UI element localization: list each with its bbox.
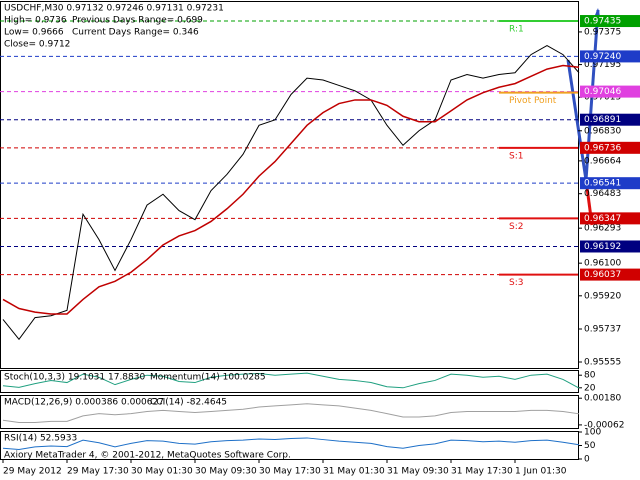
panel-info: Momentum(14) 100.0285 <box>150 373 266 383</box>
panel-title: RSI(14) 52.5933 <box>4 434 77 444</box>
level-label-box <box>580 268 640 281</box>
level-label-box <box>580 240 640 253</box>
level-label: 0.96347 <box>584 214 621 224</box>
header-info: Low= 0.9666 <box>4 28 64 38</box>
header-info: High= 0.9736 <box>4 16 67 26</box>
level-label-box <box>580 177 640 190</box>
x-tick-label: 30 May 01:30 <box>131 467 193 477</box>
y-tick-label: 0.96100 <box>584 259 621 269</box>
header-info: Close= 0.9712 <box>4 40 70 50</box>
y-tick-label: 0.95737 <box>584 325 621 335</box>
level-label-box <box>580 50 640 63</box>
level-label: 0.97435 <box>584 17 621 27</box>
footer: Axiory MetaTrader 4, © 2001-2012, MetaQu… <box>4 451 291 461</box>
y-tick-label: 0.96664 <box>584 156 621 166</box>
level-label: 0.96736 <box>584 143 621 153</box>
level-label: 0.96192 <box>584 242 621 252</box>
level-label: 0.97046 <box>584 87 621 97</box>
pivot-label: S:1 <box>509 151 523 161</box>
x-tick-label: 30 May 17:30 <box>259 467 321 477</box>
x-tick-label: 31 May 09:30 <box>387 467 449 477</box>
series-line <box>2 372 580 389</box>
pivot-label: S:2 <box>509 222 523 232</box>
x-tick-label: 29 May 2012 <box>3 467 62 477</box>
panel-title: Stoch(10,3,3) 19.1031 17.8830 <box>4 373 145 383</box>
x-tick-label: 31 May 17:30 <box>451 467 513 477</box>
y-tick-label: 0.96830 <box>584 126 621 136</box>
y-tick-label: -0.00062 <box>584 420 624 430</box>
pivot-label: Pivot Point <box>509 96 557 106</box>
y-tick-label: 0.97015 <box>584 93 621 103</box>
symbol-header: USDCHF,M30 0.97132 0.97246 0.97131 0.972… <box>4 4 224 14</box>
y-tick-label: 0.96293 <box>584 224 621 234</box>
y-tick-label: 0 <box>584 455 590 465</box>
level-label-box <box>580 212 640 225</box>
level-label: 0.96037 <box>584 270 621 280</box>
y-tick-label: 0.95555 <box>584 358 621 368</box>
y-tick-label: 50 <box>584 441 596 451</box>
x-tick-label: 1 Jun 01:30 <box>515 467 567 477</box>
y-tick-label: 0.97375 <box>584 27 621 37</box>
main-frame <box>0 1 579 369</box>
level-label: 0.96891 <box>584 115 621 125</box>
y-tick-label: 80 <box>584 371 596 381</box>
stoch-frame <box>0 370 579 393</box>
x-tick-label: 30 May 09:30 <box>195 467 257 477</box>
header-info: Current Days Range= 0.346 <box>72 28 199 38</box>
level-label: 0.97240 <box>584 52 621 62</box>
y-tick-label: 0.00180 <box>584 394 621 404</box>
panel-title: MACD(12,26,9) 0.000386 0.000627 <box>4 398 164 408</box>
y-tick-label: 0.95920 <box>584 291 621 301</box>
series-line <box>2 437 580 451</box>
panel-info: CCI(14) -82.4645 <box>150 398 227 408</box>
level-label-box <box>580 141 640 154</box>
y-tick-label: 100 <box>584 428 601 438</box>
series-line <box>2 403 580 423</box>
x-tick-label: 29 May 17:30 <box>67 467 129 477</box>
level-label: 0.96541 <box>584 179 621 189</box>
pivot-label: S:3 <box>509 278 523 288</box>
pivot-label: R:1 <box>509 25 524 35</box>
level-label-box <box>580 15 640 28</box>
y-tick-label: 0.96483 <box>584 189 621 199</box>
y-tick-label: 20 <box>584 383 596 393</box>
series-line <box>2 64 580 315</box>
macd-frame <box>0 395 579 429</box>
x-tick-label: 31 May 01:30 <box>323 467 385 477</box>
level-label-box <box>580 85 640 98</box>
y-tick-label: 0.97195 <box>584 60 621 70</box>
series-line <box>2 44 580 341</box>
header-info: Previous Days Range= 0.699 <box>72 16 203 26</box>
level-label-box <box>580 113 640 126</box>
